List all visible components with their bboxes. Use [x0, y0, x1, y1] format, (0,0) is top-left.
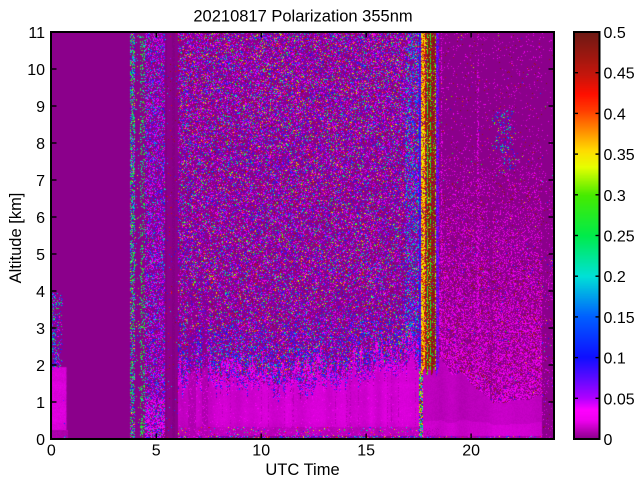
- svg-text:0.05: 0.05: [604, 391, 635, 408]
- svg-text:0.3: 0.3: [604, 188, 626, 205]
- svg-text:5: 5: [36, 247, 45, 264]
- svg-text:0.25: 0.25: [604, 229, 635, 246]
- svg-text:4: 4: [36, 284, 45, 301]
- svg-text:3: 3: [36, 321, 45, 338]
- svg-text:0.2: 0.2: [604, 269, 626, 286]
- svg-text:10: 10: [27, 62, 45, 79]
- svg-text:0: 0: [36, 432, 45, 449]
- svg-text:7: 7: [36, 173, 45, 190]
- svg-text:8: 8: [36, 136, 45, 153]
- svg-text:9: 9: [36, 99, 45, 116]
- svg-text:1: 1: [36, 395, 45, 412]
- svg-text:0: 0: [604, 432, 613, 449]
- svg-text:0.35: 0.35: [604, 147, 635, 164]
- svg-text:2: 2: [36, 358, 45, 375]
- svg-text:0.15: 0.15: [604, 310, 635, 327]
- svg-text:Altitude [km]: Altitude [km]: [7, 193, 25, 284]
- svg-text:11: 11: [28, 25, 45, 42]
- svg-text:0.5: 0.5: [604, 25, 626, 42]
- svg-text:0.1: 0.1: [604, 351, 626, 368]
- svg-text:0.45: 0.45: [604, 66, 635, 83]
- svg-text:15: 15: [357, 443, 375, 460]
- svg-text:20: 20: [462, 443, 480, 460]
- svg-text:0: 0: [47, 443, 56, 460]
- svg-text:6: 6: [36, 210, 45, 227]
- svg-text:10: 10: [252, 443, 270, 460]
- svg-text:20210817 Polarization 355nm: 20210817 Polarization 355nm: [193, 8, 412, 26]
- svg-text:UTC Time: UTC Time: [265, 461, 339, 479]
- svg-text:5: 5: [152, 443, 161, 460]
- svg-text:0.4: 0.4: [604, 106, 626, 123]
